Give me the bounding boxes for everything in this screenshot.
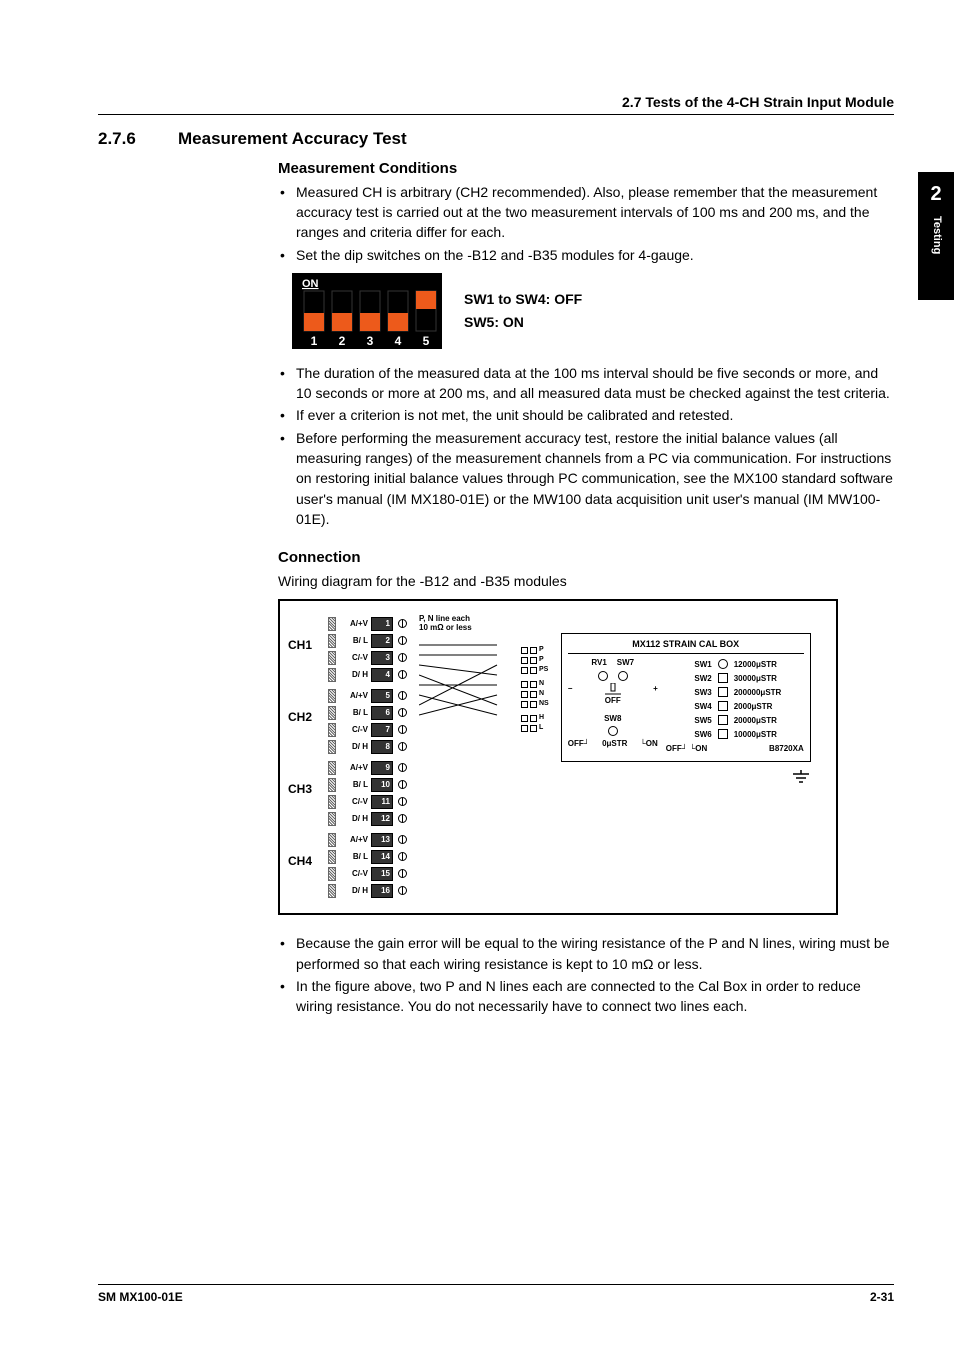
footer-doc-id: SM MX100-01E — [98, 1289, 183, 1306]
ground-icon — [791, 770, 811, 784]
section-number: 2.7.6 — [98, 127, 178, 152]
pn-line-note: P, N line each 10 mΩ or less — [419, 615, 473, 633]
channel-label: CH1 — [288, 637, 312, 654]
condition-item: Before performing the measurement accura… — [278, 428, 894, 529]
page-header-section: 2.7 Tests of the 4-CH Strain Input Modul… — [98, 92, 894, 112]
svg-text:5: 5 — [423, 334, 430, 348]
connection-note: Because the gain error will be equal to … — [278, 933, 894, 974]
condition-item: The duration of the measured data at the… — [278, 363, 894, 404]
dip-state-line: SW1 to SW4: OFF — [464, 288, 582, 310]
svg-text:ON: ON — [302, 278, 319, 290]
dip-state-line: SW5: ON — [464, 311, 582, 333]
wiring-lines — [419, 639, 509, 739]
chapter-tab: 2 Testing — [918, 172, 954, 300]
calbox: MX112 STRAIN CAL BOX RV1 SW7 — [561, 633, 811, 787]
terminal-block: A/+V1 B/ L2 C/-V3 D/ H4 A/+V5 B/ L6 C/-V… — [328, 615, 407, 899]
chapter-number: 2 — [918, 172, 954, 209]
condition-item: Measured CH is arbitrary (CH2 recommende… — [278, 182, 894, 243]
section-title: Measurement Accuracy Test — [178, 127, 407, 152]
condition-item: Set the dip switches on the -B12 and -B3… — [278, 245, 894, 265]
wiring-diagram: CH1 CH2 CH3 CH4 A/+V1 B/ L2 C/-V3 D/ H4 … — [278, 599, 838, 915]
calbox-connector: P P PS N N NS H L — [521, 645, 549, 733]
svg-text:1: 1 — [311, 334, 318, 348]
footer-page-num: 2-31 — [870, 1289, 894, 1306]
chapter-label: Testing — [928, 216, 944, 254]
channel-label: CH2 — [288, 709, 312, 726]
channel-label: CH4 — [288, 853, 312, 870]
conditions-heading: Measurement Conditions — [278, 158, 894, 180]
condition-item: If ever a criterion is not met, the unit… — [278, 405, 894, 425]
svg-text:4: 4 — [395, 334, 402, 348]
channel-label: CH3 — [288, 781, 312, 798]
calbox-title: MX112 STRAIN CAL BOX — [568, 638, 804, 654]
svg-text:3: 3 — [367, 334, 374, 348]
connection-note: In the figure above, two P and N lines e… — [278, 976, 894, 1017]
svg-text:2: 2 — [339, 334, 346, 348]
dip-switch-diagram: ON 1 2 3 4 5 — [292, 273, 442, 349]
connection-heading: Connection — [278, 547, 894, 569]
connection-intro: Wiring diagram for the -B12 and -B35 mod… — [278, 571, 894, 591]
dip-switch-state: SW1 to SW4: OFF SW5: ON — [464, 288, 582, 333]
